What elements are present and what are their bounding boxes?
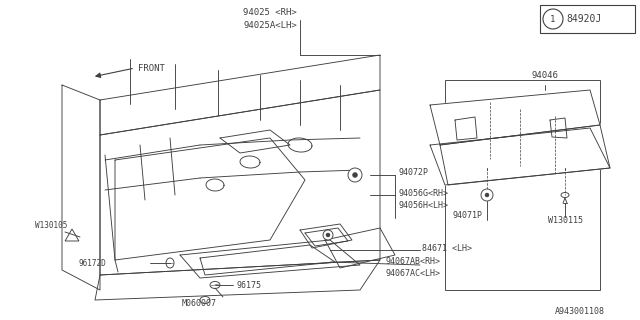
Text: FRONT: FRONT — [138, 63, 165, 73]
Polygon shape — [200, 245, 335, 275]
Text: 94056G<RH>: 94056G<RH> — [398, 188, 448, 197]
Polygon shape — [100, 55, 380, 135]
Polygon shape — [100, 90, 380, 275]
Polygon shape — [325, 228, 395, 268]
Circle shape — [348, 168, 362, 182]
Circle shape — [326, 233, 330, 237]
Text: 1: 1 — [550, 14, 556, 23]
Polygon shape — [550, 118, 567, 138]
Bar — [445, 80, 600, 290]
Polygon shape — [440, 125, 610, 185]
Ellipse shape — [561, 193, 569, 197]
Polygon shape — [455, 117, 477, 140]
Text: M060007: M060007 — [182, 299, 217, 308]
Polygon shape — [95, 260, 380, 300]
Text: 94072P: 94072P — [398, 167, 428, 177]
Text: 94025A<LH>: 94025A<LH> — [243, 20, 297, 29]
Circle shape — [353, 172, 358, 178]
Text: 94046: 94046 — [532, 70, 559, 79]
Text: 94025 <RH>: 94025 <RH> — [243, 7, 297, 17]
Text: W130115: W130115 — [548, 215, 583, 225]
Polygon shape — [180, 240, 360, 278]
Circle shape — [323, 230, 333, 240]
Ellipse shape — [166, 258, 174, 268]
Polygon shape — [62, 85, 100, 290]
Polygon shape — [430, 90, 600, 145]
Text: 94056H<LH>: 94056H<LH> — [398, 201, 448, 210]
Text: 84671 <LH>: 84671 <LH> — [422, 244, 472, 252]
Polygon shape — [300, 224, 352, 248]
Text: 94067AB<RH>: 94067AB<RH> — [385, 258, 440, 267]
Text: 84920J: 84920J — [566, 14, 601, 24]
Ellipse shape — [210, 282, 220, 289]
Text: A943001108: A943001108 — [555, 308, 605, 316]
Ellipse shape — [200, 297, 210, 303]
Text: 96172D: 96172D — [78, 260, 106, 268]
Polygon shape — [220, 130, 290, 153]
Text: 94067AC<LH>: 94067AC<LH> — [385, 268, 440, 277]
Text: W130105: W130105 — [35, 220, 67, 229]
Bar — [540, 5, 635, 33]
Polygon shape — [115, 138, 305, 260]
Circle shape — [485, 193, 489, 197]
Circle shape — [481, 189, 493, 201]
Polygon shape — [430, 128, 610, 185]
Text: 94071P: 94071P — [452, 211, 482, 220]
Text: 96175: 96175 — [236, 281, 261, 290]
